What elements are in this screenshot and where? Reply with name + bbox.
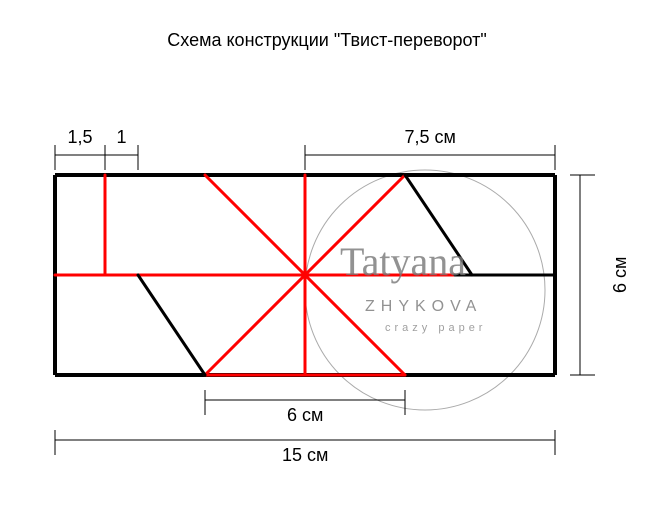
dim-label-1: 1 [117, 127, 127, 148]
dim-label-6cm-inner: 6 см [287, 405, 323, 426]
dim-label-1-5: 1,5 [68, 127, 93, 148]
dim-label-15cm: 15 см [282, 445, 328, 466]
dim-label-6cm-height: 6 см [610, 257, 631, 293]
diagram-stage: 1,5 1 7,5 см 6 см 15 см 6 см Tatyana ZHY… [0, 0, 654, 531]
dim-label-7-5cm: 7,5 см [405, 127, 456, 148]
